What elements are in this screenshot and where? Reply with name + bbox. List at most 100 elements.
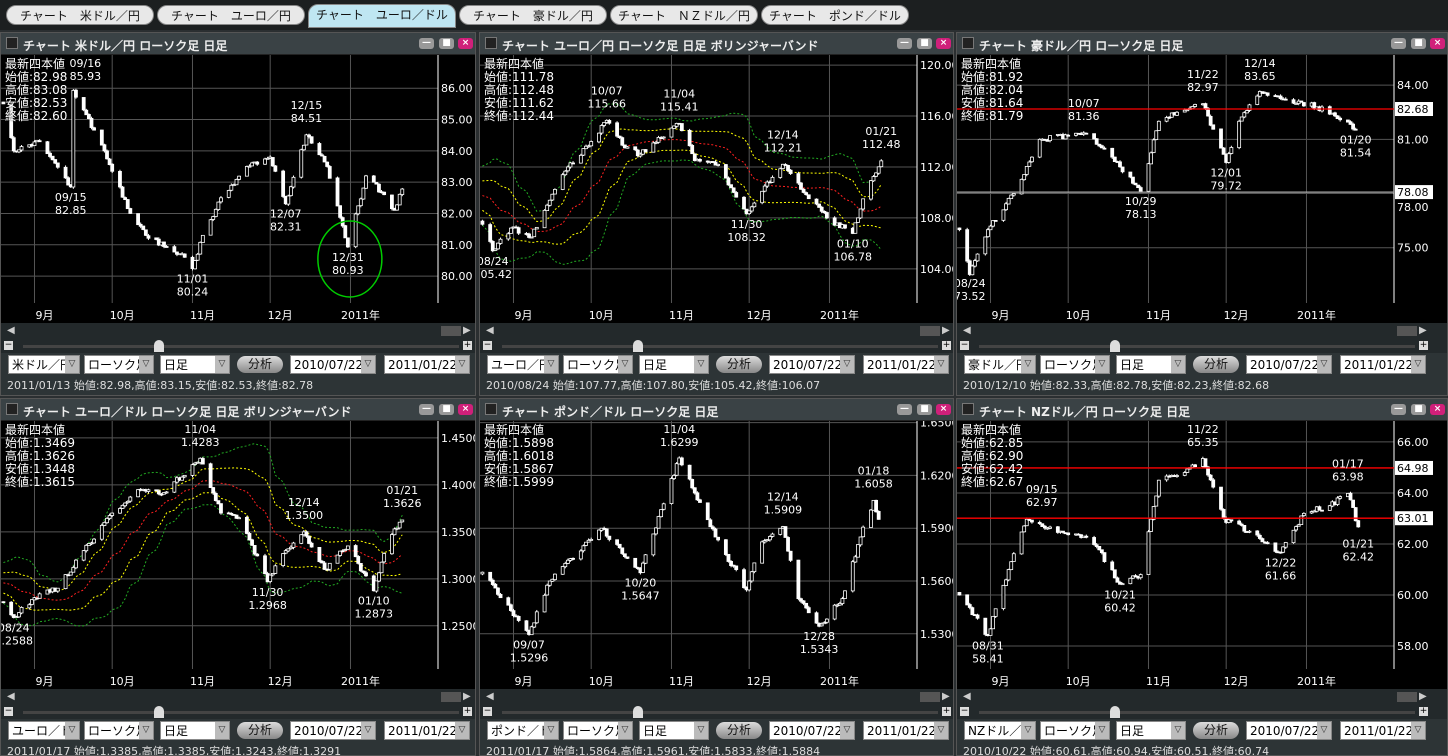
horizontal-scrollbar[interactable]: ◀ ▶ [1, 323, 475, 339]
scroll-left-icon[interactable]: ◀ [963, 691, 971, 702]
from-date-select[interactable]: 2010/07/22 ▽ [1246, 721, 1332, 740]
horizontal-scrollbar[interactable]: ◀ ▶ [480, 323, 953, 339]
chart-plot-area[interactable]: 1.2500 1.3000 1.3500 1.4000 1.4500 08/241.258… [1, 421, 475, 669]
scroll-thumb[interactable] [441, 692, 461, 702]
chevron-down-icon[interactable]: ▽ [694, 722, 708, 739]
close-button[interactable]: × [1430, 38, 1445, 49]
zoom-in-icon[interactable]: + [1419, 340, 1428, 350]
chevron-down-icon[interactable]: ▽ [544, 722, 558, 739]
pair-select[interactable]: ユーロ／ドル▽ [8, 721, 80, 740]
scroll-left-icon[interactable]: ◀ [486, 691, 494, 702]
to-date-select[interactable]: 2011/01/22 ▽ [863, 355, 949, 374]
chevron-down-icon[interactable]: ▽ [934, 722, 948, 739]
to-date-select[interactable]: 2011/01/22 ▽ [1340, 355, 1426, 374]
analyze-button[interactable]: 分析 [1193, 356, 1239, 373]
period-select[interactable]: 日足 ▽ [1116, 721, 1186, 740]
zoom-slider[interactable]: − + [480, 339, 953, 353]
chart-plot-area[interactable]: 80.00 81.00 82.00 83.00 84.00 85.00 86.00 09/16… [1, 55, 475, 303]
minimize-button[interactable]: — [897, 38, 912, 49]
minimize-button[interactable]: — [897, 404, 912, 415]
period-select[interactable]: 日足 ▽ [1116, 355, 1186, 374]
close-button[interactable]: × [458, 38, 473, 49]
chevron-down-icon[interactable]: ▽ [1317, 722, 1331, 739]
chevron-down-icon[interactable]: ▽ [1021, 356, 1035, 373]
scroll-right-icon[interactable]: ▶ [1419, 325, 1427, 336]
zoom-in-icon[interactable]: + [463, 706, 472, 716]
zoom-slider[interactable]: − + [480, 705, 953, 719]
close-button[interactable]: × [936, 404, 951, 415]
period-select[interactable]: 日足 ▽ [639, 721, 709, 740]
scroll-thumb[interactable] [1397, 326, 1417, 336]
close-button[interactable]: × [458, 404, 473, 415]
maximize-button[interactable]: ■ [439, 38, 454, 49]
slider-handle[interactable] [1110, 340, 1120, 352]
pair-select[interactable]: NZドル／円▽ [964, 721, 1036, 740]
zoom-slider[interactable]: − + [1, 705, 475, 719]
tab-5[interactable]: チャート ポンド／ドル [761, 5, 909, 25]
horizontal-scrollbar[interactable]: ◀ ▶ [957, 689, 1447, 705]
horizontal-scrollbar[interactable]: ◀ ▶ [1, 689, 475, 705]
scroll-left-icon[interactable]: ◀ [486, 325, 494, 336]
zoom-out-icon[interactable]: − [960, 340, 969, 350]
from-date-select[interactable]: 2010/07/22 ▽ [290, 355, 376, 374]
minimize-button[interactable]: — [419, 38, 434, 49]
zoom-slider[interactable]: − + [957, 705, 1447, 719]
scroll-left-icon[interactable]: ◀ [963, 325, 971, 336]
maximize-button[interactable]: ■ [917, 404, 932, 415]
chevron-down-icon[interactable]: ▽ [139, 356, 153, 373]
from-date-select[interactable]: 2010/07/22 ▽ [769, 355, 855, 374]
minimize-button[interactable]: — [1391, 38, 1406, 49]
chevron-down-icon[interactable]: ▽ [1171, 722, 1185, 739]
minimize-button[interactable]: — [1391, 404, 1406, 415]
period-select[interactable]: 日足 ▽ [160, 355, 230, 374]
to-date-select[interactable]: 2011/01/22 ▽ [1340, 721, 1426, 740]
chevron-down-icon[interactable]: ▽ [544, 356, 558, 373]
chevron-down-icon[interactable]: ▽ [1021, 722, 1035, 739]
maximize-button[interactable]: ■ [1411, 38, 1426, 49]
chevron-down-icon[interactable]: ▽ [1095, 722, 1109, 739]
maximize-button[interactable]: ■ [1411, 404, 1426, 415]
chevron-down-icon[interactable]: ▽ [65, 356, 79, 373]
chevron-down-icon[interactable]: ▽ [1171, 356, 1185, 373]
chevron-down-icon[interactable]: ▽ [934, 356, 948, 373]
from-date-select[interactable]: 2010/07/22 ▽ [290, 721, 376, 740]
minimize-button[interactable]: — [419, 404, 434, 415]
period-select[interactable]: 日足 ▽ [639, 355, 709, 374]
chevron-down-icon[interactable]: ▽ [694, 356, 708, 373]
pair-select[interactable]: 米ドル／円▽ [8, 355, 80, 374]
zoom-out-icon[interactable]: − [4, 706, 13, 716]
chevron-down-icon[interactable]: ▽ [1095, 356, 1109, 373]
scroll-thumb[interactable] [1397, 692, 1417, 702]
close-button[interactable]: × [1430, 404, 1445, 415]
chevron-down-icon[interactable]: ▽ [1411, 722, 1425, 739]
chevron-down-icon[interactable]: ▽ [618, 356, 632, 373]
pair-select[interactable]: 豪ドル／円▽ [964, 355, 1036, 374]
to-date-select[interactable]: 2011/01/22 ▽ [863, 721, 949, 740]
tab-2[interactable]: チャート ユーロ／ドル [308, 4, 456, 28]
zoom-out-icon[interactable]: − [4, 340, 13, 350]
from-date-select[interactable]: 2010/07/22 ▽ [1246, 355, 1332, 374]
chart-plot-area[interactable]: 104.00 108.00 112.00 116.00 120.00 08/24105.4… [480, 55, 953, 303]
zoom-slider[interactable]: − + [1, 339, 475, 353]
chart-type-select[interactable]: ローソク足▽ [84, 721, 154, 740]
chevron-down-icon[interactable]: ▽ [455, 722, 469, 739]
chart-type-select[interactable]: ローソク足▽ [1040, 355, 1110, 374]
analyze-button[interactable]: 分析 [237, 356, 283, 373]
scroll-right-icon[interactable]: ▶ [942, 691, 950, 702]
pair-select[interactable]: ポンド／ドル▽ [487, 721, 559, 740]
slider-handle[interactable] [633, 340, 643, 352]
chevron-down-icon[interactable]: ▽ [361, 722, 375, 739]
tab-0[interactable]: チャート 米ドル／円 [6, 5, 154, 25]
chart-type-select[interactable]: ローソク足▽ [84, 355, 154, 374]
slider-handle[interactable] [1110, 706, 1120, 718]
chevron-down-icon[interactable]: ▽ [1411, 356, 1425, 373]
chevron-down-icon[interactable]: ▽ [618, 722, 632, 739]
analyze-button[interactable]: 分析 [1193, 722, 1239, 739]
chevron-down-icon[interactable]: ▽ [215, 356, 229, 373]
scroll-left-icon[interactable]: ◀ [7, 325, 15, 336]
chevron-down-icon[interactable]: ▽ [361, 356, 375, 373]
zoom-slider[interactable]: − + [957, 339, 1447, 353]
scroll-right-icon[interactable]: ▶ [463, 325, 471, 336]
zoom-in-icon[interactable]: + [942, 706, 951, 716]
analyze-button[interactable]: 分析 [716, 722, 762, 739]
